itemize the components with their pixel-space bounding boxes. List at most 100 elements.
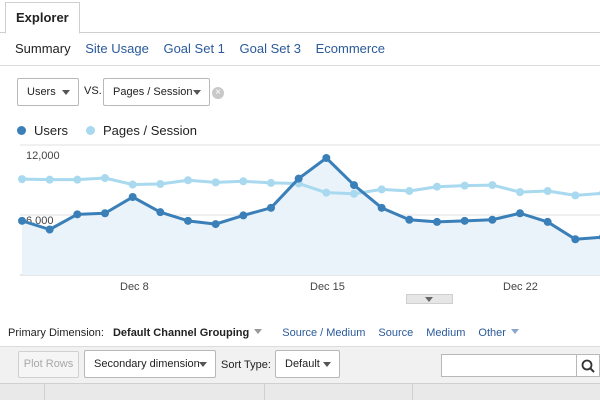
users-point[interactable]	[101, 209, 109, 218]
secondary-metric-select[interactable]: Pages / Session	[103, 78, 210, 106]
legend-dot-users	[17, 126, 26, 135]
caret-down-icon	[254, 329, 263, 334]
subtab-goal-set-3[interactable]: Goal Set 3	[239, 41, 301, 56]
users-series-line	[21, 156, 600, 241]
users-area-fill	[22, 158, 600, 275]
pages-session-point[interactable]	[184, 176, 192, 185]
line-chart: 12,000 6,000 Dec 8 Dec 15 Dec 22	[18, 144, 600, 293]
pages-session-point[interactable]	[322, 188, 331, 197]
y-tick-label: 12,000	[26, 150, 60, 162]
chart-collapse-handle[interactable]	[406, 294, 453, 304]
users-point[interactable]	[405, 215, 414, 224]
users-point[interactable]	[45, 225, 54, 234]
dimension-option-source-medium[interactable]: Source / Medium	[282, 327, 366, 339]
pages-session-point[interactable]	[516, 188, 524, 197]
legend-item-pages-session[interactable]: Pages / Session	[86, 123, 197, 138]
remove-icon[interactable]: ×	[212, 87, 224, 99]
dimension-option-other[interactable]: Other	[478, 327, 519, 339]
pages-session-point[interactable]	[543, 187, 552, 196]
caret-down-icon	[62, 90, 70, 95]
users-point[interactable]	[73, 210, 82, 219]
users-point[interactable]	[184, 216, 192, 225]
table-header	[0, 383, 600, 400]
users-point[interactable]	[211, 220, 220, 229]
pages-session-point[interactable]	[433, 182, 441, 191]
pages-session-point[interactable]	[101, 174, 109, 183]
pages-session-point[interactable]	[156, 180, 165, 188]
tab-explorer[interactable]: Explorer	[5, 2, 80, 34]
x-tick-label: Dec 15	[310, 281, 345, 293]
users-point[interactable]	[294, 174, 303, 183]
pages-session-point[interactable]	[211, 178, 220, 187]
pages-session-point[interactable]	[460, 181, 469, 190]
pages-session-series-line	[21, 176, 600, 197]
pages-session-point[interactable]	[571, 191, 580, 200]
caret-down-icon	[323, 362, 331, 367]
column-divider	[264, 384, 265, 400]
users-point[interactable]	[322, 154, 331, 162]
pages-session-point[interactable]	[18, 175, 26, 184]
caret-down-icon	[425, 297, 433, 302]
pages-session-point[interactable]	[350, 189, 358, 198]
secondary-dimension-value: Secondary dimension	[94, 358, 200, 370]
users-point[interactable]	[543, 217, 552, 226]
vs-label: VS.	[84, 85, 102, 97]
secondary-dimension-select[interactable]: Secondary dimension	[84, 350, 216, 378]
dimension-option-other-label: Other	[478, 327, 506, 339]
users-point[interactable]	[433, 217, 441, 226]
x-tick-label: Dec 8	[120, 281, 149, 293]
primary-dimension-selected[interactable]: Default Channel Grouping	[112, 327, 263, 339]
secondary-metric-value: Pages / Session	[113, 86, 193, 98]
pages-session-point[interactable]	[405, 187, 414, 196]
search-icon	[581, 359, 595, 373]
legend-item-users[interactable]: Users	[17, 123, 68, 138]
sort-type-value: Default	[285, 358, 320, 370]
users-point[interactable]	[571, 235, 580, 244]
users-point[interactable]	[156, 208, 165, 217]
series-layer	[18, 154, 600, 275]
subtab-site-usage[interactable]: Site Usage	[85, 41, 149, 56]
users-point[interactable]	[128, 193, 137, 201]
primary-dimension-bar: Primary Dimension: Default Channel Groupi…	[8, 327, 532, 339]
users-point[interactable]	[350, 181, 358, 190]
caret-down-icon	[510, 329, 519, 334]
legend-dot-pages-session	[86, 126, 95, 135]
pages-session-point[interactable]	[128, 180, 137, 189]
sort-type-select[interactable]: Default	[275, 350, 340, 378]
pages-session-point[interactable]	[377, 185, 386, 194]
users-point[interactable]	[377, 203, 386, 212]
users-point[interactable]	[267, 203, 275, 212]
explorer-subtabs: Summary Site Usage Goal Set 1 Goal Set 3…	[15, 41, 396, 59]
users-point[interactable]	[460, 216, 469, 225]
legend-label-users: Users	[34, 123, 68, 138]
legend-label-pages-session: Pages / Session	[103, 123, 197, 138]
primary-dimension-selected-label: Default Channel Grouping	[112, 327, 250, 339]
report-tabstrip: Explorer	[0, 0, 600, 34]
subtab-ecommerce[interactable]: Ecommerce	[315, 41, 385, 56]
dimension-option-source[interactable]: Source	[378, 327, 414, 339]
column-divider	[44, 384, 45, 400]
caret-down-icon	[199, 362, 207, 367]
subtab-summary[interactable]: Summary	[15, 41, 71, 56]
users-point[interactable]	[516, 209, 524, 218]
pages-session-point[interactable]	[73, 175, 82, 184]
sort-type-label: Sort Type:	[221, 359, 271, 371]
users-point[interactable]	[18, 216, 26, 225]
pages-session-point[interactable]	[45, 175, 54, 184]
primary-metric-select[interactable]: Users	[17, 78, 79, 106]
caret-down-icon	[193, 90, 201, 95]
table-search-input[interactable]	[441, 354, 577, 377]
subtab-goal-set-1[interactable]: Goal Set 1	[163, 41, 225, 56]
dimension-option-medium[interactable]: Medium	[426, 327, 466, 339]
users-point[interactable]	[488, 215, 497, 224]
plot-rows-button[interactable]: Plot Rows	[18, 351, 79, 378]
search-button[interactable]	[577, 354, 600, 377]
primary-metric-value: Users	[27, 86, 56, 98]
pages-session-point[interactable]	[267, 178, 275, 187]
divider	[0, 65, 600, 66]
pages-session-point[interactable]	[239, 177, 248, 186]
users-point[interactable]	[239, 211, 248, 220]
pages-session-point[interactable]	[488, 181, 497, 190]
column-divider	[412, 384, 413, 400]
x-tick-label: Dec 22	[503, 281, 538, 293]
